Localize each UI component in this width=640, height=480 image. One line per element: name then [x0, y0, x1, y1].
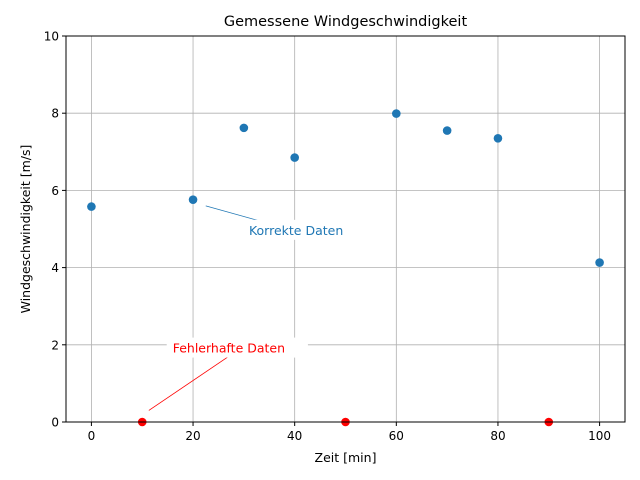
x-axis-label: Zeit [min] [315, 450, 377, 465]
data-point-correct [442, 126, 452, 135]
data-point-correct [290, 153, 299, 162]
data-point-correct [493, 133, 503, 143]
annotation-line [148, 350, 238, 411]
data-point-correct [188, 195, 198, 204]
x-tick-label: 20 [185, 429, 200, 443]
y-tick-label: 4 [51, 261, 59, 275]
x-tick-label: 80 [490, 429, 505, 443]
y-tick-label: 10 [44, 30, 59, 44]
annotation-box [166, 337, 308, 358]
data-point-correct [239, 123, 249, 133]
data-point-correct [87, 202, 96, 211]
annotation-box [242, 219, 362, 240]
y-axis-ticks: 0 2 4 6 8 10 [44, 30, 66, 430]
y-axis-label: Windgeschwindigkeit [m/s] [18, 145, 33, 314]
x-tick-label: 60 [389, 429, 404, 443]
x-tick-label: 0 [88, 429, 96, 443]
y-tick-label: 2 [51, 338, 59, 352]
chart-title: Gemessene Windgeschwindigkeit [224, 14, 468, 30]
annotation-correct-data: Korrekte Daten [249, 223, 343, 238]
y-tick-label: 8 [51, 107, 59, 121]
data-point-correct [595, 258, 604, 267]
x-axis-ticks: 0 20 40 60 80 100 [88, 422, 611, 443]
annotation-faulty-data: Fehlerhafte Daten [173, 341, 285, 356]
y-tick-label: 0 [51, 416, 59, 430]
x-tick-label: 40 [287, 429, 302, 443]
annotation-labels: Korrekte Daten Fehlerhafte Daten [166, 219, 362, 358]
plot-frame [65, 35, 626, 423]
data-point-correct [392, 109, 401, 118]
x-tick-label: 100 [588, 429, 611, 443]
y-tick-label: 6 [51, 184, 59, 198]
